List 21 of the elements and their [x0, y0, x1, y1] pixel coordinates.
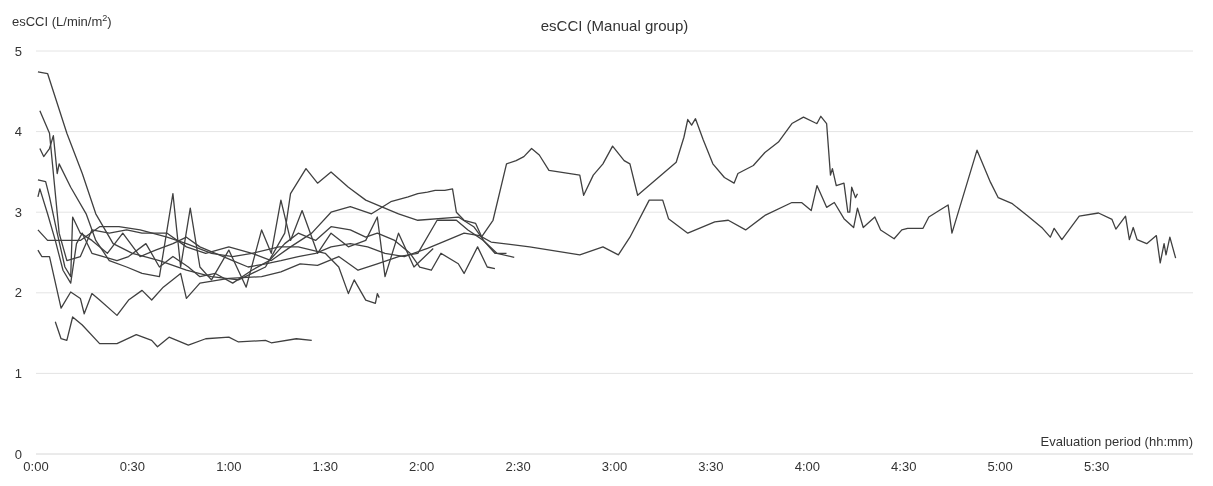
- x-tick-label: 4:30: [891, 459, 917, 475]
- x-tick-label: 5:00: [987, 459, 1013, 475]
- x-tick-label: 0:30: [119, 459, 146, 475]
- y-tick-label: 4: [14, 124, 22, 140]
- x-tick-label: 2:30: [505, 459, 531, 475]
- x-tick-label: 1:00: [216, 459, 242, 475]
- y-tick-label: 2: [14, 285, 22, 301]
- x-tick-label: 2:00: [409, 459, 435, 475]
- x-tick-label: 3:30: [698, 459, 724, 475]
- x-axis-title: Evaluation period (hh:mm): [1040, 434, 1193, 449]
- x-tick-label: 4:00: [794, 459, 820, 475]
- x-tick-label: 3:00: [601, 459, 628, 475]
- x-tick-label: 0:00: [23, 459, 49, 475]
- y-tick-label: 3: [14, 204, 22, 220]
- x-tick-label: 1:30: [312, 459, 338, 475]
- chart-title: esCCI (Manual group): [540, 17, 689, 34]
- y-tick-label: 5: [14, 43, 22, 59]
- x-tick-label: 5:30: [1083, 459, 1110, 475]
- y-tick-label: 0: [14, 446, 22, 462]
- y-tick-label: 1: [14, 366, 22, 382]
- y-axis-title: esCCI (L/min/m$^{2}$): [12, 13, 112, 29]
